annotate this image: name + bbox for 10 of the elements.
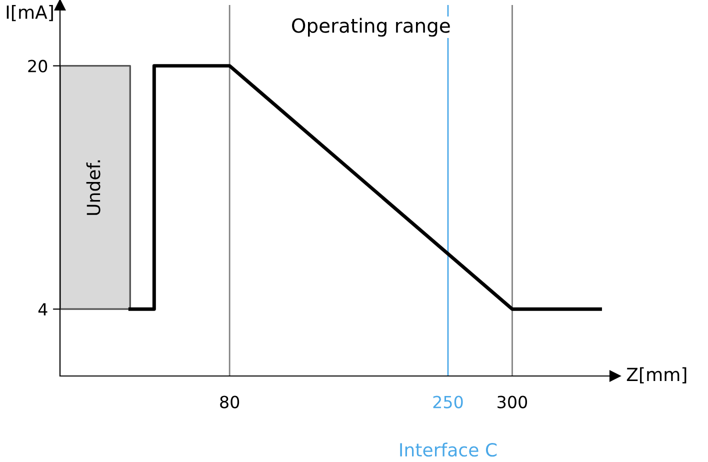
x-tick-label: 80 bbox=[220, 396, 240, 408]
y-tick-label: 20 bbox=[28, 60, 48, 72]
y-axis-title: I[mA] bbox=[6, 5, 53, 22]
x-tick-label: 250 bbox=[433, 396, 463, 408]
x-tick-label: 300 bbox=[498, 396, 528, 408]
y-tick-label: 4 bbox=[38, 303, 48, 316]
ref-line-label: Interface C bbox=[400, 442, 497, 457]
x-axis-title: Z[mm] bbox=[626, 367, 686, 384]
band-label: Undef. bbox=[86, 160, 100, 215]
annotation: Operating range bbox=[292, 18, 450, 37]
